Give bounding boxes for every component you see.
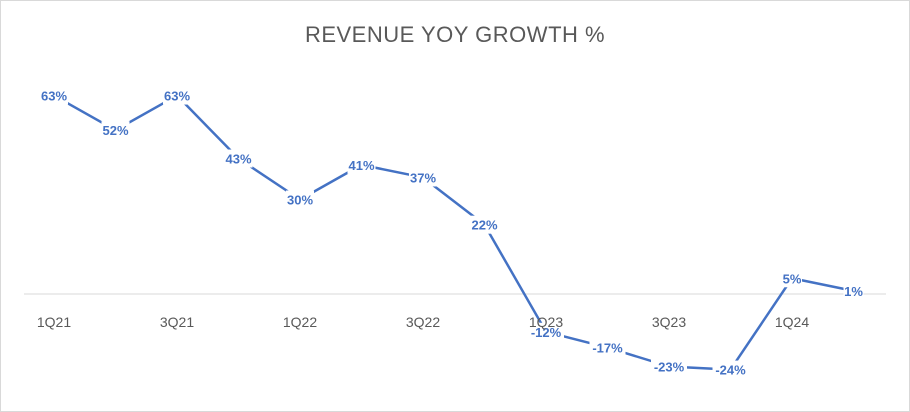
data-label: -12% [531, 325, 562, 340]
data-label-bg [651, 357, 687, 376]
data-label: 63% [164, 89, 190, 104]
data-label-bg [347, 155, 376, 174]
data-label-bg [40, 86, 68, 105]
x-tick-label: 3Q23 [652, 314, 686, 330]
x-tick-label: 1Q24 [775, 314, 809, 330]
data-label-bg [843, 281, 864, 300]
data-label-bg [528, 322, 564, 341]
data-label-bg [409, 168, 437, 187]
data-label: 63% [41, 89, 67, 104]
data-label: 41% [348, 158, 374, 173]
x-tick-label: 3Q21 [160, 314, 194, 330]
data-label: -17% [592, 341, 623, 356]
data-label: -24% [715, 363, 746, 378]
data-label: 1% [844, 284, 863, 299]
data-label: 22% [471, 218, 497, 233]
data-label: 37% [410, 170, 436, 185]
x-tick-label: 1Q21 [37, 314, 71, 330]
x-tick-label: 1Q22 [283, 314, 317, 330]
data-label-bg [589, 338, 626, 357]
data-label-bg [712, 360, 749, 379]
data-label-bg [224, 149, 253, 168]
x-tick-label: 1Q23 [529, 314, 563, 330]
x-tick-label: 3Q22 [406, 314, 440, 330]
chart-title: REVENUE YOY GROWTH % [304, 22, 606, 47]
data-label-bg [782, 269, 802, 288]
data-label: 30% [287, 193, 313, 208]
data-label: 43% [225, 152, 251, 167]
data-label: 5% [783, 271, 802, 286]
data-label: 52% [102, 123, 128, 138]
data-label-bg [470, 215, 499, 234]
data-label-bg [286, 190, 314, 209]
data-label-bg [101, 121, 130, 140]
data-label-bg [163, 86, 191, 105]
data-label: -23% [654, 359, 685, 374]
